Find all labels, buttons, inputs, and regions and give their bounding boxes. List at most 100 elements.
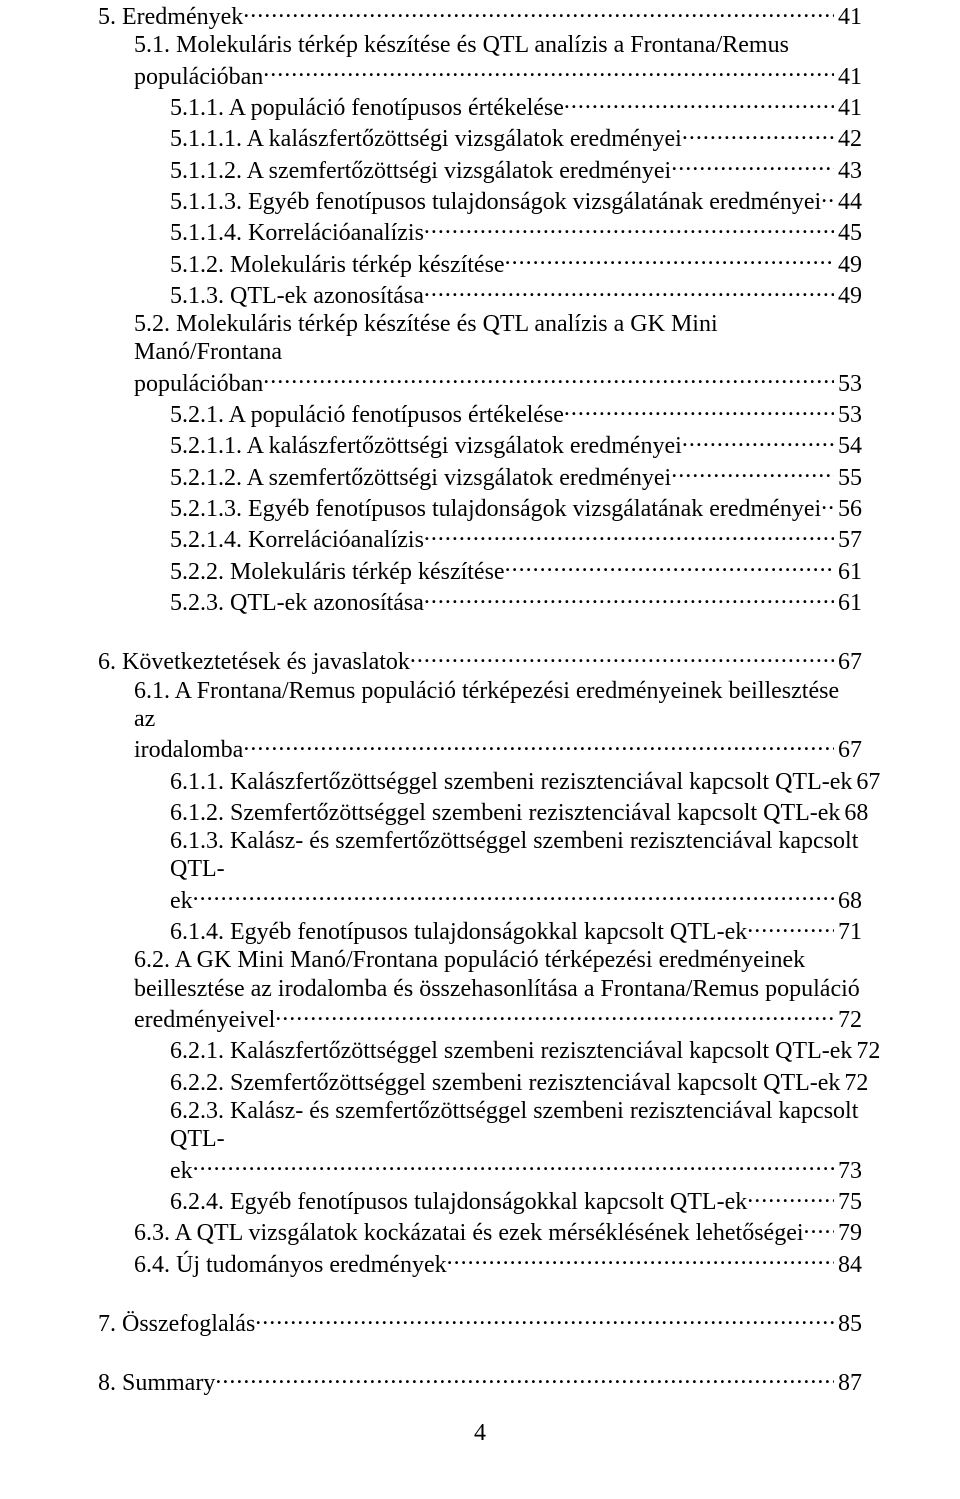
toc-entry-page: 85 [834,1310,862,1338]
toc-entry: populációban 41 [98,60,862,91]
toc-dots [424,216,834,240]
toc-entry-page: 79 [834,1219,862,1247]
toc-dots [263,60,834,84]
toc-entry-page: 72 [834,1006,862,1034]
toc-entry: 5.2.1.4. Korrelációanalízis 57 [98,523,862,554]
toc-entry-label: populációban [134,370,263,398]
toc-dots [447,1248,834,1272]
toc-entry-label: 6.2.1. Kalászfertőzöttséggel szembeni re… [170,1037,852,1065]
toc-entry-label: 5.1.1.2. A szemfertőzöttségi vizsgálatok… [170,157,671,185]
toc-dots [821,185,834,209]
toc-entry-page: 67 [834,736,862,764]
toc-dots [424,586,834,610]
toc-entry-page: 61 [834,558,862,586]
toc-entry: 5.1.1.4. Korrelációanalízis 45 [98,216,862,247]
toc-entry-page: 44 [834,188,862,216]
toc-entry-page: 45 [834,219,862,247]
toc-entry-label: 5.1.2. Molekuláris térkép készítése [170,251,505,279]
toc-entry-label: 5.1.3. QTL-ek azonosítása [170,282,424,310]
toc-entry: populációban 53 [98,367,862,398]
toc-spacer [98,617,862,645]
toc-entry: 6.1.4. Egyéb fenotípusos tulajdonságokka… [98,915,862,946]
toc-entry: irodalomba 67 [98,733,862,764]
toc-dots [193,1154,834,1178]
toc-entry: 6.4. Új tudományos eredmények 84 [98,1248,862,1279]
toc-dots [505,248,834,272]
toc-dots [747,915,834,939]
toc-entry-label: 5.2.1. A populáció fenotípusos értékelés… [170,401,564,429]
toc-entry: ek 68 [98,884,862,915]
toc-entry-page: 68 [840,799,868,827]
toc-dots [410,645,834,669]
toc-dots [424,279,834,303]
toc-entry-label: eredményeivel [134,1006,275,1034]
toc-entry: 5.1.1. A populáció fenotípusos értékelés… [98,91,862,122]
toc-entry: 5.2.1.3. Egyéb fenotípusos tulajdonságok… [98,492,862,523]
toc-entry-text: 6.1. A Frontana/Remus populáció térképez… [98,677,862,734]
toc-entry-label: 5.1.1.1. A kalászfertőzöttségi vizsgálat… [170,125,682,153]
toc-entry-page: 43 [834,157,862,185]
toc-entry-page: 87 [834,1369,862,1397]
toc-dots [193,884,834,908]
toc-entry: 5. Eredmények 41 [98,0,862,31]
toc-entry: 5.1.1.1. A kalászfertőzöttségi vizsgálat… [98,122,862,153]
toc-entry: 8. Summary 87 [98,1366,862,1397]
toc-entry-page: 72 [852,1037,880,1065]
page-number: 4 [0,1419,960,1447]
toc-entry-page: 72 [840,1069,868,1097]
toc-dots [671,154,834,178]
toc-entry-label: 6. Következtetések és javaslatok [98,648,410,676]
toc-entry-label: 6.1.2. Szemfertőzöttséggel szembeni rezi… [170,799,840,827]
toc-entry-label: 6.2.2. Szemfertőzöttséggel szembeni rezi… [170,1069,840,1097]
toc-entry: 5.1.1.3. Egyéb fenotípusos tulajdonságok… [98,185,862,216]
toc-entry: 5.1.2. Molekuláris térkép készítése 49 [98,248,862,279]
toc-entry-label: 5.2.2. Molekuláris térkép készítése [170,558,505,586]
toc-entry: ek 73 [98,1154,862,1185]
toc-entry-page: 61 [834,589,862,617]
page: 5. Eredmények 415.1. Molekuláris térkép … [0,0,960,1499]
toc-entry-page: 54 [834,432,862,460]
toc-entry-page: 41 [834,63,862,91]
toc-entry-page: 73 [834,1157,862,1185]
toc-dots [564,91,834,115]
toc-entry: 6. Következtetések és javaslatok 67 [98,645,862,676]
toc-entry-page: 57 [834,526,862,554]
toc-dots [821,492,834,516]
toc-entry-text: 6.2.3. Kalász- és szemfertőzöttséggel sz… [98,1097,862,1154]
toc-entry-text: beillesztése az irodalomba és összehason… [98,975,862,1003]
toc-dots [804,1216,834,1240]
toc-entry-page: 49 [834,251,862,279]
toc-entry-page: 49 [834,282,862,310]
toc-dots [243,0,834,24]
toc-entry: eredményeivel 72 [98,1003,862,1034]
toc-entry-page: 53 [834,370,862,398]
toc-entry-page: 67 [852,768,880,796]
toc-entry-page: 41 [834,94,862,122]
toc-dots [255,1307,834,1331]
toc-entry: 6.2.1. Kalászfertőzöttséggel szembeni re… [98,1034,862,1065]
toc-dots [243,733,834,757]
toc-entry: 6.1.2. Szemfertőzöttséggel szembeni rezi… [98,796,862,827]
toc-entry-page: 68 [834,887,862,915]
toc-entry: 5.1.1.2. A szemfertőzöttségi vizsgálatok… [98,154,862,185]
toc-spacer [98,1279,862,1307]
toc-entry: 5.2.2. Molekuláris térkép készítése 61 [98,555,862,586]
toc-entry-label: 5.2.1.3. Egyéb fenotípusos tulajdonságok… [170,495,821,523]
toc-dots [215,1366,834,1390]
toc-entry: 7. Összefoglalás 85 [98,1307,862,1338]
toc-entry-label: 5.2.3. QTL-ek azonosítása [170,589,424,617]
toc-entry-text: 5.1. Molekuláris térkép készítése és QTL… [98,31,862,59]
toc-entry-page: 55 [834,464,862,492]
toc-dots [747,1185,834,1209]
toc-dots [263,367,834,391]
toc-dots [564,398,834,422]
toc-entry-page: 71 [834,918,862,946]
toc-entry-page: 67 [834,648,862,676]
toc-entry-page: 53 [834,401,862,429]
toc-entry-label: 7. Összefoglalás [98,1310,255,1338]
toc-entry: 6.1.1. Kalászfertőzöttséggel szembeni re… [98,765,862,796]
toc-entry-label: 5.1.1.4. Korrelációanalízis [170,219,424,247]
toc-entry-label: 5.2.1.2. A szemfertőzöttségi vizsgálatok… [170,464,671,492]
toc-dots [505,555,834,579]
toc-dots [682,429,834,453]
